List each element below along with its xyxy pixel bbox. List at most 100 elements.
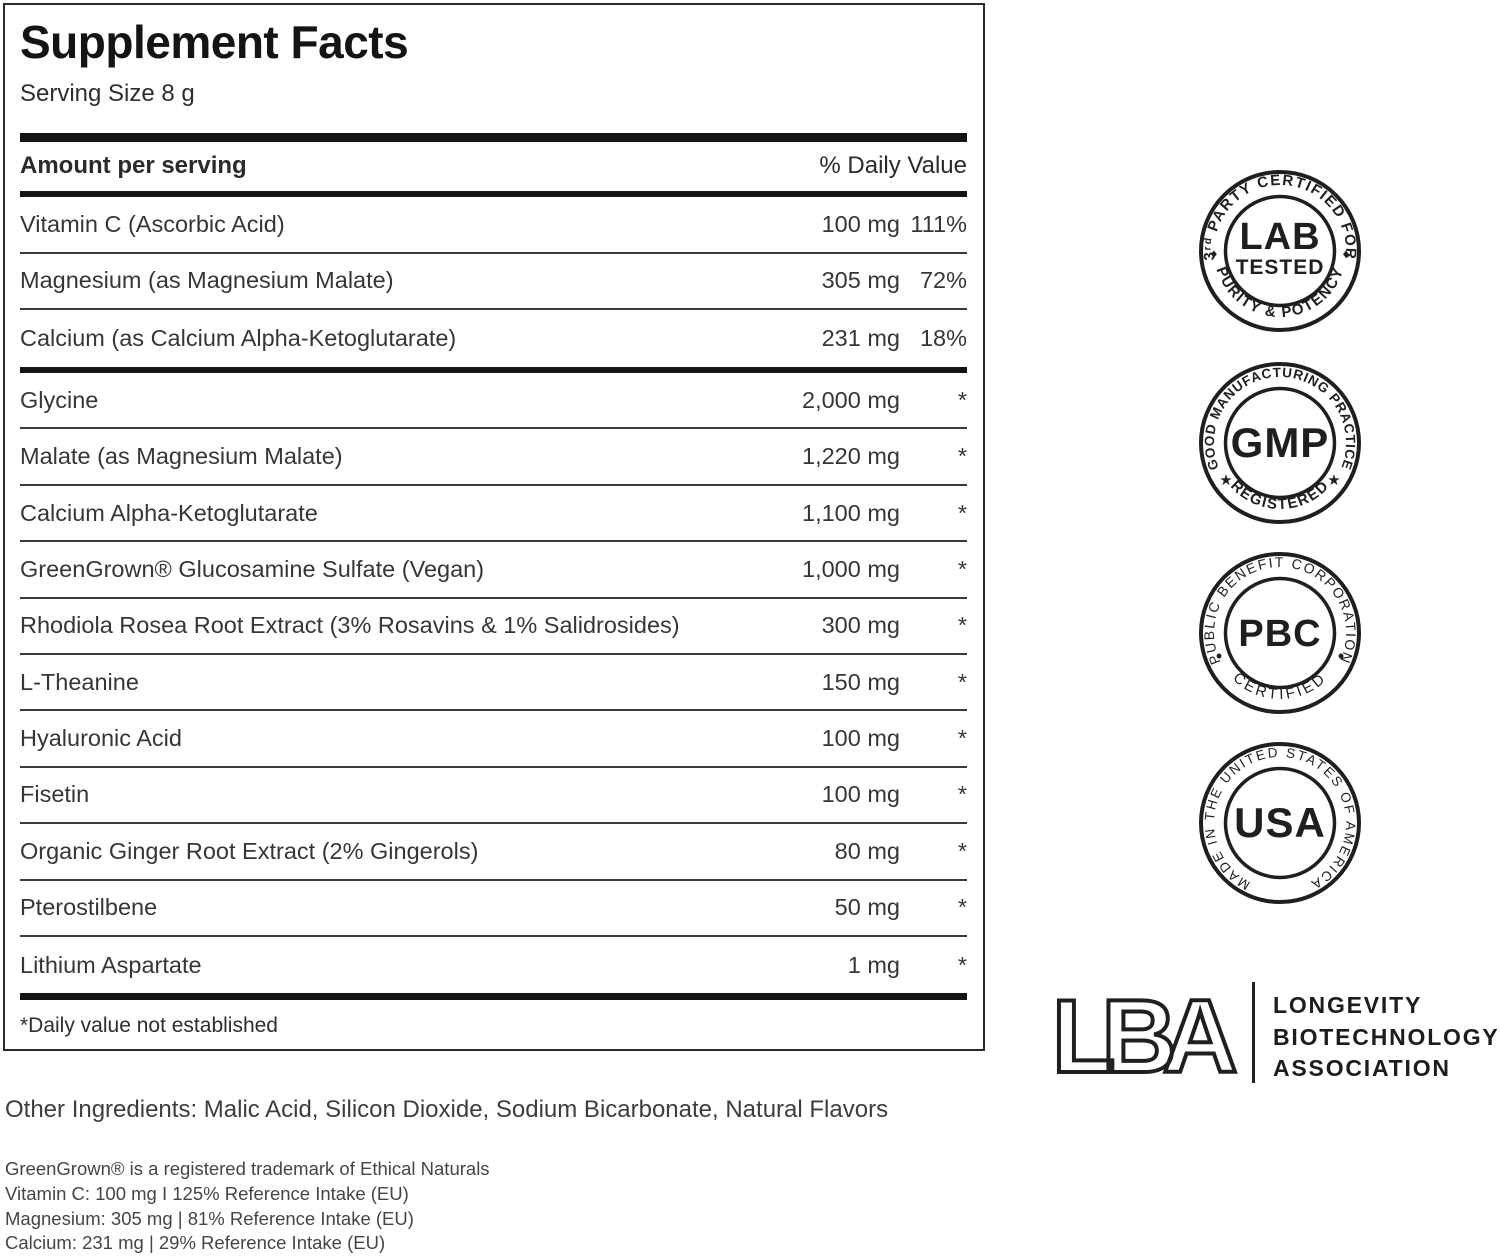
badge-bottom-arc-text: CERTIFIED xyxy=(1230,669,1328,703)
serving-size: Serving Size 8 g xyxy=(20,79,195,107)
header-daily-value: % Daily Value xyxy=(819,152,967,180)
row-name: Organic Ginger Root Extract (2% Gingerol… xyxy=(20,837,479,864)
droplet-icon: ♦ xyxy=(1343,246,1350,261)
row-name: Calcium Alpha-Ketoglutarate xyxy=(20,499,318,526)
row-daily-value: * xyxy=(957,499,967,526)
table-row: Hyaluronic Acid 100 mg * xyxy=(20,711,967,768)
fine-print: GreenGrown® is a registered trademark of… xyxy=(5,1157,985,1256)
row-daily-value: * xyxy=(957,555,967,582)
row-name: L-Theanine xyxy=(20,668,139,695)
row-name: Pterostilbene xyxy=(20,894,158,921)
fine-print-line: GreenGrown® is a registered trademark of… xyxy=(5,1158,490,1179)
pbc-certified-badge-icon: PUBLIC BENEFIT CORPORATION CERTIFIED PBC… xyxy=(1199,552,1361,714)
thick-divider xyxy=(20,993,967,1000)
row-amount: 1,000 mg xyxy=(802,555,900,582)
table-row: L-Theanine 150 mg * xyxy=(20,655,967,712)
row-amount: 1 mg xyxy=(847,951,900,978)
row-amount: 150 mg xyxy=(821,668,900,695)
logo-word-line: ASSOCIATION xyxy=(1273,1055,1451,1081)
row-daily-value: 18% xyxy=(919,324,967,351)
badge-center-text: PBC xyxy=(1238,613,1321,655)
thick-divider xyxy=(20,190,967,198)
badge-center-text: LAB xyxy=(1239,216,1320,258)
header-amount-per-serving: Amount per serving xyxy=(20,152,247,180)
row-name: GreenGrown® Glucosamine Sulfate (Vegan) xyxy=(20,555,485,582)
svg-text:REGISTERED: REGISTERED xyxy=(1227,477,1332,513)
made-in-usa-badge-icon: MADE IN THE UNITED STATES OF AMERICA USA xyxy=(1199,742,1361,904)
table-row: GreenGrown® Glucosamine Sulfate (Vegan) … xyxy=(20,542,967,599)
badge-center-text: GMP xyxy=(1231,419,1330,466)
dot-icon: • xyxy=(1338,646,1344,666)
dot-icon: • xyxy=(1216,646,1222,666)
row-daily-value: * xyxy=(957,781,967,808)
badge-center-subtext: TESTED xyxy=(1236,256,1325,279)
svg-text:CERTIFIED: CERTIFIED xyxy=(1230,669,1331,703)
row-amount: 1,220 mg xyxy=(802,443,900,470)
logo-divider xyxy=(1252,982,1255,1083)
row-daily-value: 72% xyxy=(919,267,967,294)
table-row: Calcium Alpha-Ketoglutarate 1,100 mg * xyxy=(20,486,967,543)
badge-bottom-arc-text: REGISTERED xyxy=(1227,477,1331,513)
row-daily-value: * xyxy=(957,443,967,470)
row-daily-value: 111% xyxy=(910,211,967,238)
logo-word-line: BIOTECHNOLOGY xyxy=(1273,1023,1500,1050)
other-ingredients: Other Ingredients: Malic Acid, Silicon D… xyxy=(5,1096,889,1123)
badge-center-text: USA xyxy=(1234,799,1326,846)
gmp-registered-badge-icon: GOOD MANUFACTURING PRACTICE REGISTERED G… xyxy=(1199,362,1361,524)
row-daily-value: * xyxy=(957,725,967,752)
table-row: Glycine 2,000 mg * xyxy=(20,373,967,430)
table-row: Pterostilbene 50 mg * xyxy=(20,881,967,937)
row-name: Magnesium (as Magnesium Malate) xyxy=(20,267,394,294)
row-daily-value: * xyxy=(957,386,967,413)
logo-word-line: LONGEVITY xyxy=(1273,992,1423,1018)
lba-monogram-text: LBA xyxy=(1052,986,1236,1086)
droplet-icon: ♦ xyxy=(1211,246,1218,261)
row-daily-value: * xyxy=(957,894,967,921)
row-amount: 100 mg xyxy=(821,781,900,808)
row-amount: 100 mg xyxy=(821,725,900,752)
table-row: Calcium (as Calcium Alpha-Ketoglutarate)… xyxy=(20,310,967,366)
row-name: Hyaluronic Acid xyxy=(20,725,182,752)
row-name: Glycine xyxy=(20,386,99,413)
logo-wordmark: LONGEVITY BIOTECHNOLOGY ASSOCIATION xyxy=(1273,990,1500,1085)
row-amount: 50 mg xyxy=(834,894,900,921)
row-name: Lithium Aspartate xyxy=(20,951,202,978)
table-row: Lithium Aspartate 1 mg * xyxy=(20,937,967,993)
star-icon: ★ xyxy=(1327,472,1340,489)
thick-divider xyxy=(20,366,967,374)
row-amount: 80 mg xyxy=(834,837,900,864)
row-amount: 1,100 mg xyxy=(802,499,900,526)
below-panel-text: Other Ingredients: Malic Acid, Silicon D… xyxy=(5,1096,985,1256)
row-amount: 100 mg xyxy=(821,211,900,238)
lba-monogram-logo: LBA xyxy=(1050,986,1248,1086)
thick-divider xyxy=(20,132,967,142)
table-row: Fisetin 100 mg * xyxy=(20,768,967,825)
row-daily-value: * xyxy=(957,951,967,978)
row-amount: 231 mg xyxy=(821,324,900,351)
row-name: Calcium (as Calcium Alpha-Ketoglutarate) xyxy=(20,324,457,351)
table-row: Organic Ginger Root Extract (2% Gingerol… xyxy=(20,824,967,881)
table-row: Vitamin C (Ascorbic Acid) 100 mg 111% xyxy=(20,197,967,254)
table-header-row: Amount per serving % Daily Value xyxy=(20,142,967,191)
row-name: Fisetin xyxy=(20,781,90,808)
row-daily-value: * xyxy=(957,668,967,695)
fine-print-line: Magnesium: 305 mg | 81% Reference Intake… xyxy=(5,1207,414,1229)
row-amount: 300 mg xyxy=(821,612,900,639)
table-row: Malate (as Magnesium Malate) 1,220 mg * xyxy=(20,429,967,486)
row-name: Malate (as Magnesium Malate) xyxy=(20,443,343,470)
row-name: Vitamin C (Ascorbic Acid) xyxy=(20,211,285,238)
row-daily-value: * xyxy=(957,612,967,639)
fine-print-line: Vitamin C: 100 mg I 125% Reference Intak… xyxy=(5,1182,409,1204)
fine-print-line: Calcium: 231 mg | 29% Reference Intake (… xyxy=(5,1232,386,1254)
daily-value-footnote: *Daily value not established xyxy=(20,1013,278,1037)
row-amount: 305 mg xyxy=(821,267,900,294)
star-icon: ★ xyxy=(1219,472,1232,489)
table-row: Magnesium (as Magnesium Malate) 305 mg 7… xyxy=(20,254,967,311)
row-daily-value: * xyxy=(957,837,967,864)
row-name: Rhodiola Rosea Root Extract (3% Rosavins… xyxy=(20,612,680,639)
table-row: Rhodiola Rosea Root Extract (3% Rosavins… xyxy=(20,599,967,656)
lab-tested-badge-icon: 3ʳᵈ PARTY CERTIFIED FOR PURITY & POTENCY… xyxy=(1199,170,1361,332)
supplement-facts-panel: Supplement Facts Serving Size 8 g Amount… xyxy=(3,3,985,1051)
row-amount: 2,000 mg xyxy=(802,386,900,413)
